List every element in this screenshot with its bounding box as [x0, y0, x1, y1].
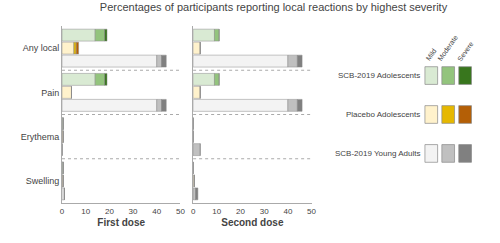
svg-text:40: 40 [152, 207, 161, 216]
svg-text:Swelling: Swelling [26, 176, 60, 186]
svg-text:50: 50 [176, 207, 185, 216]
svg-text:Second dose: Second dose [221, 217, 284, 228]
svg-text:0: 0 [191, 207, 196, 216]
svg-text:30: 30 [129, 207, 138, 216]
svg-text:10: 10 [81, 207, 90, 216]
svg-text:20: 20 [105, 207, 114, 216]
svg-text:Erythema: Erythema [21, 132, 60, 142]
svg-text:Moderate: Moderate [436, 34, 459, 62]
svg-text:SCB-2019 Adolescents: SCB-2019 Adolescents [338, 71, 420, 80]
svg-text:50: 50 [307, 207, 316, 216]
svg-text:Percentages of participants re: Percentages of participants reporting lo… [100, 1, 448, 13]
svg-text:First dose: First dose [97, 217, 145, 228]
svg-text:40: 40 [283, 207, 292, 216]
svg-text:Pain: Pain [41, 88, 59, 98]
svg-text:10: 10 [212, 207, 221, 216]
svg-text:Placebo Adolescents: Placebo Adolescents [346, 110, 420, 119]
svg-text:Severe: Severe [456, 40, 475, 62]
svg-text:Mild: Mild [425, 47, 438, 62]
svg-text:SCB-2019 Young Adults: SCB-2019 Young Adults [335, 149, 420, 158]
svg-text:30: 30 [260, 207, 269, 216]
svg-text:20: 20 [236, 207, 245, 216]
svg-text:0: 0 [60, 207, 65, 216]
svg-text:Any local: Any local [23, 43, 60, 53]
